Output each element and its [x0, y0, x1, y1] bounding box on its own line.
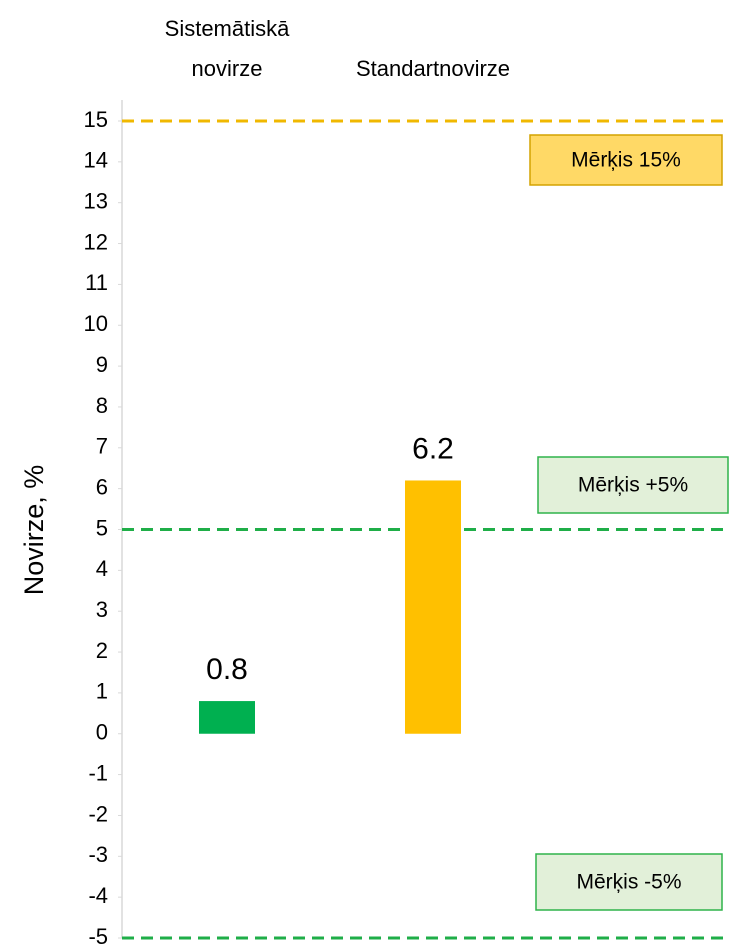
y-tick-label: -2: [88, 801, 108, 826]
y-tick-label: 0: [96, 720, 108, 745]
annotation-label: Mērķis +5%: [578, 474, 688, 497]
y-tick-label: 4: [96, 556, 108, 581]
annotation-label: Mērķis 15%: [571, 149, 681, 172]
bar: [405, 480, 461, 734]
y-tick-label: 15: [84, 107, 108, 132]
y-tick-label: 10: [84, 311, 108, 336]
annotation-label: Mērķis -5%: [576, 871, 681, 894]
category-label-line: Sistemātiskā: [165, 16, 290, 41]
y-axis-label: Novirze, %: [19, 465, 49, 596]
y-tick-label: 2: [96, 638, 108, 663]
annotation-box: [537, 456, 729, 514]
bar: [199, 701, 255, 734]
y-tick-label: 1: [96, 679, 108, 704]
y-tick-label: 5: [96, 515, 108, 540]
annotation-box: [529, 134, 723, 186]
y-tick-label: 3: [96, 597, 108, 622]
y-tick-label: 12: [84, 229, 108, 254]
y-tick-label: 14: [84, 148, 108, 173]
y-tick-label: 9: [96, 352, 108, 377]
y-tick-label: -5: [88, 924, 108, 948]
y-tick-label: 6: [96, 474, 108, 499]
y-tick-label: -4: [88, 883, 108, 908]
category-label: Standartnovirze: [356, 56, 510, 81]
y-tick-label: 7: [96, 434, 108, 459]
y-tick-label: -1: [88, 760, 108, 785]
category-label: Sistemātiskā novirze: [165, 16, 290, 81]
category-label-line: novirze: [192, 56, 263, 81]
y-tick-label: -3: [88, 842, 108, 867]
y-tick-label: 13: [84, 189, 108, 214]
data-label: 6.2: [412, 432, 454, 465]
annotation-box: [535, 853, 723, 911]
data-label: 0.8: [206, 653, 248, 686]
y-tick-label: 8: [96, 393, 108, 418]
y-tick-label: 11: [85, 270, 108, 295]
